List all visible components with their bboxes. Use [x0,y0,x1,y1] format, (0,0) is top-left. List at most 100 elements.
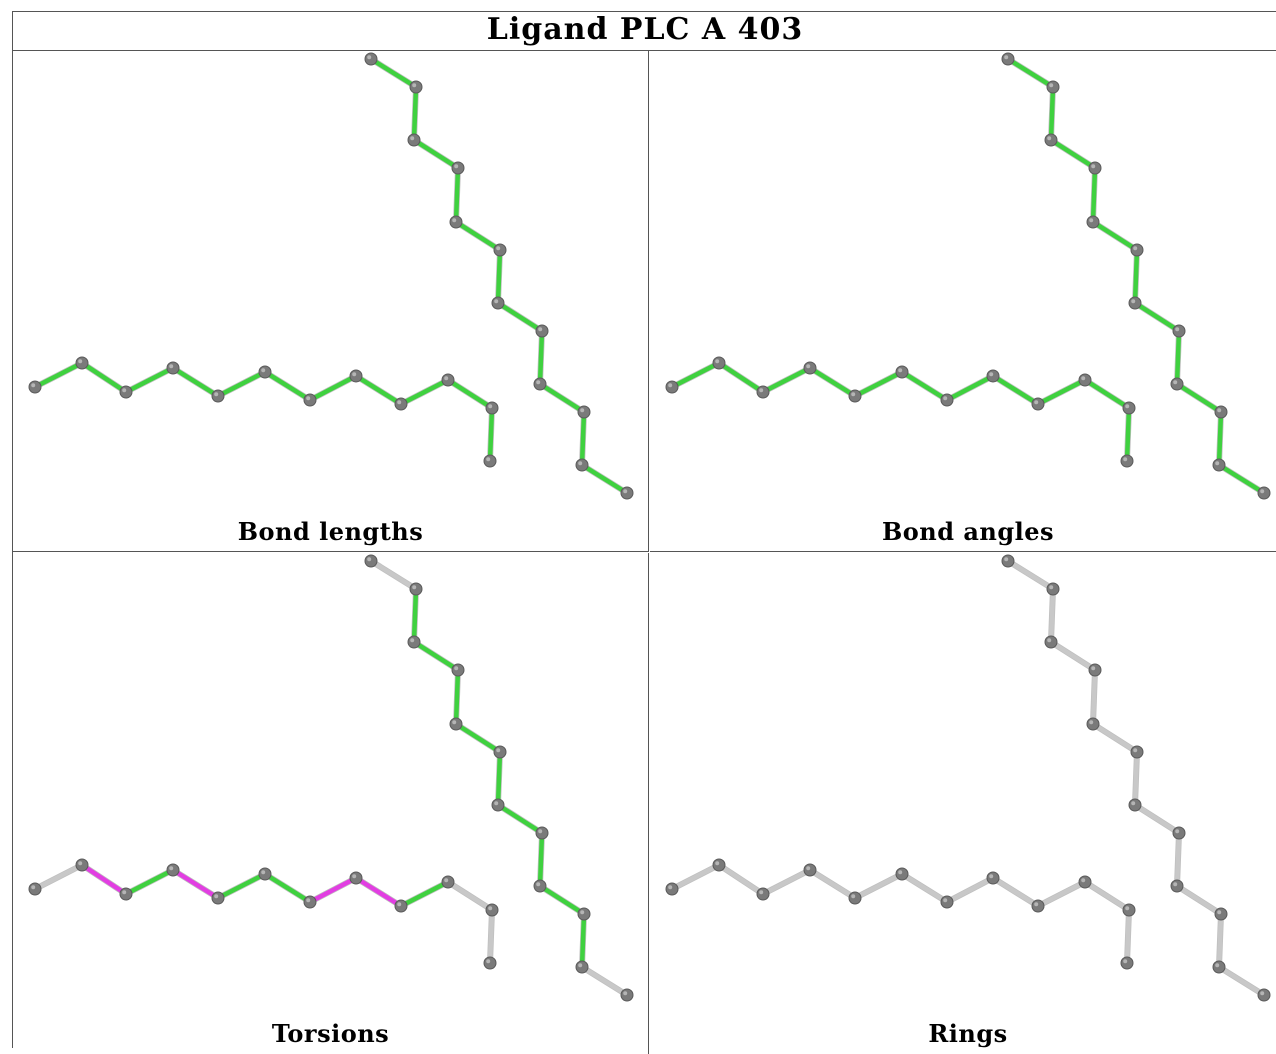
bond [453,667,461,727]
bond [579,911,587,970]
atom [1120,454,1134,468]
atom [485,903,499,917]
bond [1090,219,1140,253]
bond [411,137,461,171]
bond [760,365,813,395]
chain-a-atoms [665,356,1136,468]
atom-highlight [1131,299,1136,304]
atom [620,486,634,500]
atom [848,389,862,403]
atom-highlight [536,380,541,385]
atom [441,373,455,387]
atom [1212,458,1226,472]
atom [303,895,317,909]
atom [493,243,507,257]
atom [756,385,770,399]
atom-highlight [1123,959,1128,964]
atom [1088,663,1102,677]
atom-highlight [352,372,357,377]
chain-a-atoms [28,858,499,970]
bond [495,802,545,836]
atom-highlight [78,861,83,866]
atom [28,380,42,394]
bond [1132,247,1140,306]
bond [1090,165,1098,225]
bond [170,365,221,399]
atom-highlight [261,870,266,875]
atom-highlight [623,489,628,494]
atom-highlight [759,388,764,393]
bond [495,247,503,306]
atom [1130,243,1144,257]
atom [712,858,726,872]
atom [1172,324,1186,338]
atom-highlight [1091,164,1096,169]
atom-highlight [1175,327,1180,332]
atom-highlight [1217,910,1222,915]
atom [575,458,589,472]
panel-caption-rings: Rings [928,1019,1008,1048]
bond [32,862,85,892]
bond [899,369,950,403]
bond [990,875,1041,909]
atom-highlight [261,368,266,373]
chain-b-atoms [1001,554,1271,1002]
bond [852,369,905,399]
atom-highlight [1173,380,1178,385]
atom [1031,397,1045,411]
panel-caption-bond-angles: Bond angles [881,517,1055,546]
atom-highlight [806,866,811,871]
atom [1088,161,1102,175]
bond [760,867,813,897]
bond [537,883,587,917]
atom [407,133,421,147]
bond [1048,639,1098,673]
atom [986,871,1000,885]
atom [1046,582,1060,596]
chain-a-bonds [32,862,495,966]
bond [353,875,404,909]
bond [990,373,1041,407]
atom-highlight [1215,461,1220,466]
atom-highlight [1047,638,1052,643]
panel-torsions: Torsions [13,553,649,1054]
bond [170,867,221,901]
bond [1048,137,1098,171]
molecule-rings [665,554,1271,1002]
atom-highlight [851,392,856,397]
bond [411,586,419,645]
bond [537,830,545,889]
atom-highlight [1260,991,1265,996]
atom [1257,486,1271,500]
atom-highlight [668,383,673,388]
atom [483,454,497,468]
atom-highlight [715,359,720,364]
atom-highlight [1004,557,1009,562]
atom-highlight [214,894,219,899]
atom-highlight [397,400,402,405]
atom [1128,296,1142,310]
atom [1122,401,1136,415]
atom-highlight [715,861,720,866]
bond [1174,830,1182,889]
molecule-bond-angles [665,52,1271,500]
bond [579,462,630,496]
atom [1001,52,1015,66]
atom [895,867,909,881]
atom [303,393,317,407]
bond [944,875,996,905]
atom-highlight [169,364,174,369]
atom [258,365,272,379]
atom-highlight [486,959,491,964]
atom-highlight [536,882,541,887]
bond [716,360,766,395]
atom-highlight [488,906,493,911]
atom [349,369,363,383]
atom-highlight [367,55,372,60]
atom [491,296,505,310]
atom-highlight [214,392,219,397]
atom-highlight [1175,829,1180,834]
bond [123,365,176,395]
atom [485,401,499,415]
atom [756,887,770,901]
